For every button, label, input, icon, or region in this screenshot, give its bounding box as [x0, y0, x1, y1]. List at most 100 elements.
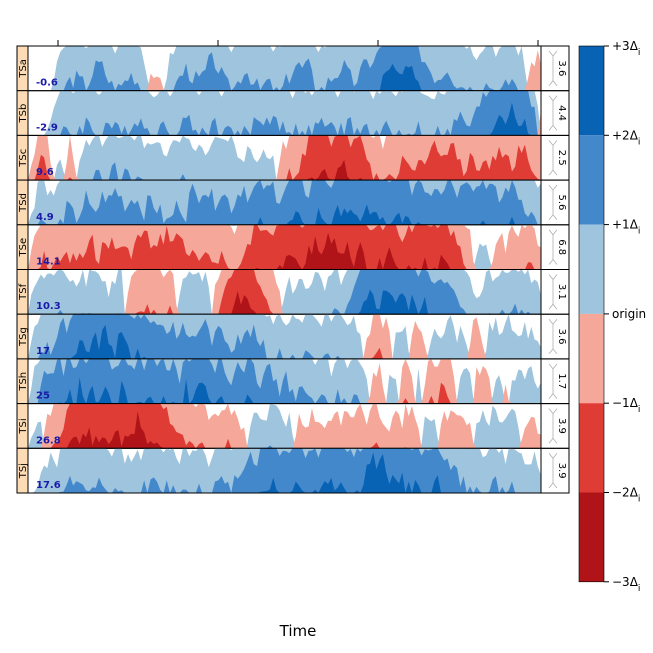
panel-TSe: TSe 6.8 14.1 [16, 224, 570, 271]
x-axis-ticks [57, 40, 539, 46]
band-pos1-TSf [28, 269, 541, 315]
key-swatch [579, 313, 604, 404]
strip-label-TSg: TSg [18, 327, 29, 347]
origin-label-TSb: -2.9 [36, 122, 58, 133]
strip-label-TSb: TSb [18, 104, 29, 124]
horizon-bands-TSi [28, 403, 541, 449]
horizon-bands-TSb [28, 90, 541, 136]
strip-label-TSf: TSf [18, 283, 29, 300]
origin-label-TSe: 14.1 [36, 257, 61, 268]
horizon-bands-TSe [28, 224, 541, 270]
scale-bracket [548, 363, 558, 399]
strip-label-TSi: TSi [18, 418, 29, 434]
origin-label-TSc: 9.6 [36, 167, 54, 178]
scale-label-TSi: 3.9 [556, 418, 567, 434]
horizon-bands-TSc [28, 135, 541, 181]
band-pos3-TSa [28, 63, 541, 91]
panel-TSd: TSd 5.6 4.9 [16, 179, 570, 226]
band-pos2-TSh [37, 358, 361, 404]
origin-label-TSi: 26.8 [36, 435, 61, 446]
origin-label-TSh: 25 [36, 391, 50, 402]
scale-label-TSc: 2.5 [556, 150, 567, 166]
strip-label-TSh: TSh [18, 372, 29, 392]
panel-TSa: TSa 3.6 -0.6 [16, 45, 570, 92]
scale-label-TSb: 4.4 [556, 105, 567, 121]
panel-TSi: TSi 3.9 26.8 [16, 403, 570, 449]
band-neg2-TSe [28, 224, 541, 270]
strip-label-TSj: TSj [18, 463, 29, 479]
panel-TSj: TSj 3.9 17.6 [16, 447, 570, 494]
scale-bracket [548, 50, 558, 86]
horizon-bands-TSj [31, 448, 541, 493]
band-neg2-TSc [34, 135, 541, 181]
color-key: +3Δi +2Δi +1Δi origin −1Δi −2Δi −3Δi [578, 39, 646, 594]
scale-bracket [548, 140, 558, 176]
scale-label-TSd: 5.6 [556, 194, 567, 210]
band-pos3-TSf [28, 289, 541, 315]
band-pos2-TSc [92, 162, 235, 181]
origin-label-TSf: 10.3 [36, 301, 61, 312]
band-pos3-TSh [57, 377, 254, 404]
horizon-bands-TSa [28, 46, 541, 91]
band-pos2-TSg [28, 314, 541, 359]
scale-label-TSj: 3.9 [556, 463, 567, 479]
scale-bracket [548, 95, 558, 131]
key-label: +1Δi [612, 218, 640, 237]
band-neg3-TSi [28, 411, 541, 449]
band-pos1-TSb [28, 90, 541, 136]
scale-label-TSf: 3.1 [556, 284, 567, 300]
strip-label-TSc: TSc [18, 149, 29, 168]
key-label: −1Δi [612, 396, 640, 415]
band-neg1-TSg [28, 314, 541, 359]
scale-label-TSh: 1.7 [556, 373, 567, 389]
origin-label-TSg: 17 [36, 346, 50, 357]
scale-label-TSe: 6.8 [556, 239, 567, 255]
band-neg3-TSc [305, 159, 364, 181]
panel-TSb: TSb 4.4 -2.9 [16, 90, 570, 136]
origin-label-TSa: -0.6 [36, 78, 58, 89]
key-label: −2Δi [612, 486, 640, 505]
key-label: origin [612, 307, 646, 321]
band-pos1-TSc [53, 135, 277, 181]
scale-bracket [548, 274, 558, 310]
scale-label-TSa: 3.6 [556, 60, 567, 76]
band-pos3-TSj [257, 452, 441, 493]
band-pos2-TSb [28, 90, 541, 136]
strip-label-TSe: TSe [18, 238, 29, 258]
panel-frame-TSj [27, 447, 570, 494]
key-label: −3Δi [612, 575, 640, 594]
scale-bracket [548, 408, 558, 444]
horizon-bands-TSh [28, 358, 541, 404]
scale-bracket [548, 453, 558, 489]
strip-label-TSa: TSa [18, 59, 29, 79]
panel-TSh: TSh 1.7 25 [16, 358, 570, 405]
band-pos1-TSi [28, 403, 541, 449]
band-neg1-TSh [366, 358, 512, 404]
scale-label-TSg: 3.6 [556, 329, 567, 345]
scale-bracket [548, 229, 558, 265]
horizon-bands-TSg [28, 314, 541, 359]
origin-label-TSj: 17.6 [36, 480, 61, 491]
band-neg1-TSc [28, 135, 541, 181]
strip-label-TSd: TSd [18, 193, 29, 213]
band-neg2-TSh [402, 382, 454, 404]
band-pos2-TSd [28, 180, 541, 225]
scale-bracket [548, 318, 558, 355]
panel-TSc: TSc 2.5 9.6 [16, 134, 570, 181]
horizon-bands-TSf [28, 269, 541, 315]
band-neg1-TSa [28, 50, 541, 91]
key-swatch [579, 46, 604, 136]
x-axis-title: Time [279, 622, 317, 640]
band-pos1-TSe [28, 243, 541, 270]
band-pos3-TSg [28, 324, 541, 359]
key-swatch [579, 224, 604, 314]
scale-bracket [548, 184, 558, 221]
panel-TSf: TSf 3.1 10.3 [16, 269, 570, 315]
band-neg2-TSi [28, 403, 541, 449]
origin-label-TSd: 4.9 [36, 212, 54, 223]
horizon-bands-TSd [28, 180, 541, 225]
key-label: +3Δi [612, 39, 640, 58]
key-swatch [579, 403, 604, 493]
